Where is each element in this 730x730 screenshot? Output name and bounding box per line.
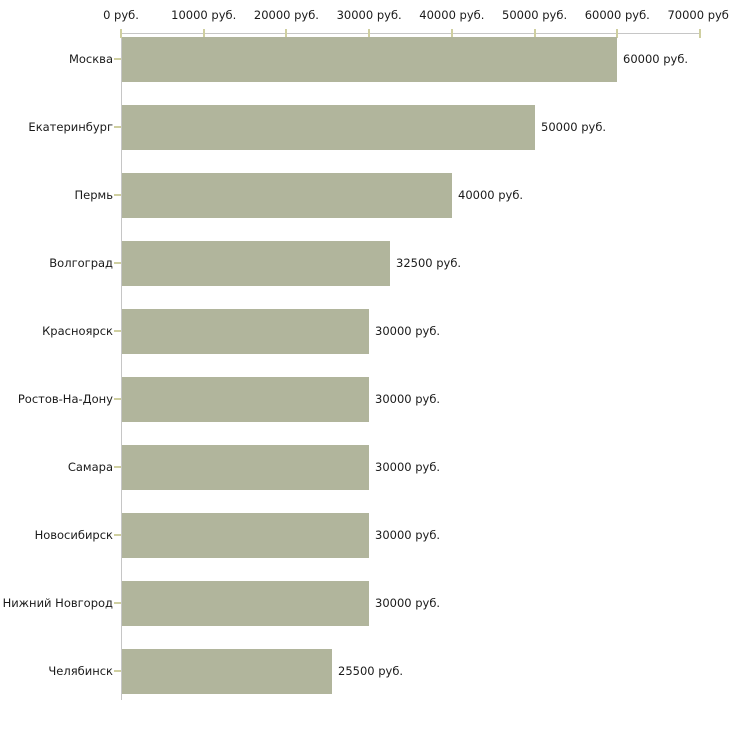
x-tick-label: 50000 руб. [502,8,568,22]
bar [122,309,369,354]
category-label: Новосибирск [34,528,113,542]
value-label: 30000 руб. [375,392,441,406]
x-tick-label: 20000 руб. [253,8,319,22]
x-tick-mark [533,29,536,38]
category-tick-mark [114,466,121,468]
category-tick-mark [114,670,121,672]
category-tick-mark [114,194,121,196]
bar [122,445,369,490]
bar [122,649,332,694]
category-label: Красноярск [42,324,113,338]
x-tick-label: 30000 руб. [336,8,402,22]
x-tick-label: 70000 руб. [667,8,730,22]
bar [122,513,369,558]
category-tick-mark [114,58,121,60]
bar [122,37,617,82]
category-label: Самара [67,460,113,474]
x-tick-mark [202,29,205,38]
x-tick-label: 40000 руб. [419,8,485,22]
category-label: Челябинск [48,664,113,678]
value-label: 30000 руб. [375,596,441,610]
x-axis-line [121,33,701,34]
category-tick-mark [114,330,121,332]
value-label: 40000 руб. [458,188,524,202]
category-label: Нижний Новгород [2,596,113,610]
x-tick-label: 10000 руб. [171,8,237,22]
value-label: 30000 руб. [375,460,441,474]
value-label: 25500 руб. [338,664,404,678]
category-label: Волгоград [49,256,113,270]
bar [122,105,535,150]
x-tick-mark [285,29,288,38]
y-axis-line [121,33,122,700]
x-tick-mark [450,29,453,38]
category-tick-mark [114,262,121,264]
category-tick-mark [114,602,121,604]
value-label: 30000 руб. [375,528,441,542]
category-label: Москва [68,52,113,66]
x-tick-label: 0 руб. [103,8,139,22]
category-tick-mark [114,398,121,400]
value-label: 60000 руб. [623,52,689,66]
category-tick-mark [114,126,121,128]
value-label: 50000 руб. [541,120,607,134]
x-tick-label: 60000 руб. [584,8,650,22]
bar [122,377,369,422]
x-tick-mark [120,29,122,38]
category-label: Ростов-На-Дону [17,392,113,406]
x-tick-mark [616,29,619,38]
bar [122,581,369,626]
category-label: Екатеринбург [28,120,113,134]
x-tick-mark [699,29,701,38]
value-label: 32500 руб. [396,256,462,270]
category-tick-mark [114,534,121,536]
bar [122,173,452,218]
x-tick-mark [368,29,371,38]
category-label: Пермь [74,188,113,202]
bar [122,241,390,286]
value-label: 30000 руб. [375,324,441,338]
